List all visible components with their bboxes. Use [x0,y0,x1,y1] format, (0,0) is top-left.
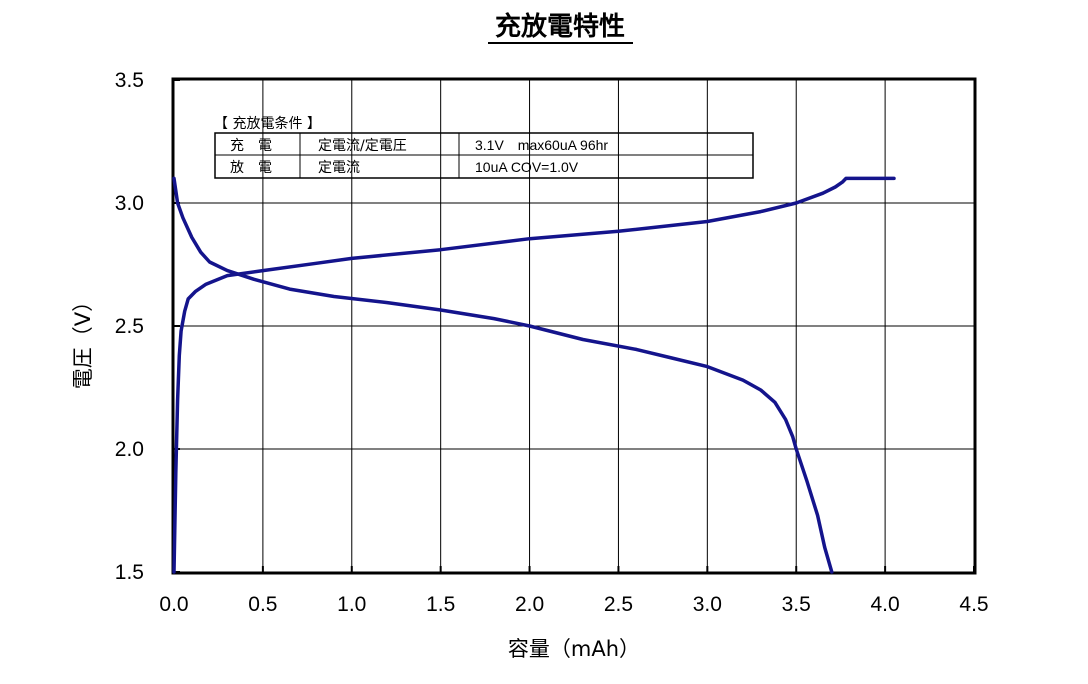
x-tick-label: 2.5 [604,593,633,616]
y-tick-label: 1.5 [115,561,144,584]
y-axis-label: 電圧（V） [71,291,95,389]
x-tick-label: 1.5 [426,593,455,616]
cond-row1-detail: 3.1V max60uA 96hr [475,137,608,153]
x-tick-label: 0.0 [159,593,188,616]
cond-row1-method: 定電流/定電圧 [318,138,407,154]
x-tick-label: 4.0 [871,593,900,616]
conditions-table: 【 充放電条件 】 充 電 定電流/定電圧 3.1V max60uA 96hr … [214,115,754,179]
x-tick-label: 1.0 [337,593,366,616]
discharge-curve [172,176,834,574]
axis-ticks: 0.0 0.5 1.0 1.5 2.0 2.5 3.0 3.5 4.0 4.5 1.5 2.0 2.5 3… [115,69,989,616]
cond-row2-label: 放 電 [230,160,272,176]
cond-row2-method: 定電流 [318,160,360,176]
y-tick-label: 3.5 [115,69,144,92]
x-tick-label: 3.5 [782,593,811,616]
x-tick-label: 0.5 [248,593,277,616]
cond-row1-label: 充 電 [230,138,272,154]
x-tick-label: 4.5 [959,593,988,616]
conditions-title: 【 充放電条件 】 [214,115,321,132]
charge-curve [172,176,896,574]
x-axis-label: 容量（mAh） [508,637,640,661]
y-tick-label: 2.0 [115,438,144,461]
plot-frame [171,77,977,575]
y-tick-label: 3.0 [115,192,144,215]
y-tick-label: 2.5 [115,315,144,338]
chart-title: 充放電特性 [495,11,625,42]
x-tick-label: 2.0 [515,593,544,616]
series-group [172,176,896,574]
x-tick-label: 3.0 [693,593,722,616]
grid [174,80,974,572]
cond-row2-detail: 10uA COV=1.0V [475,159,579,175]
